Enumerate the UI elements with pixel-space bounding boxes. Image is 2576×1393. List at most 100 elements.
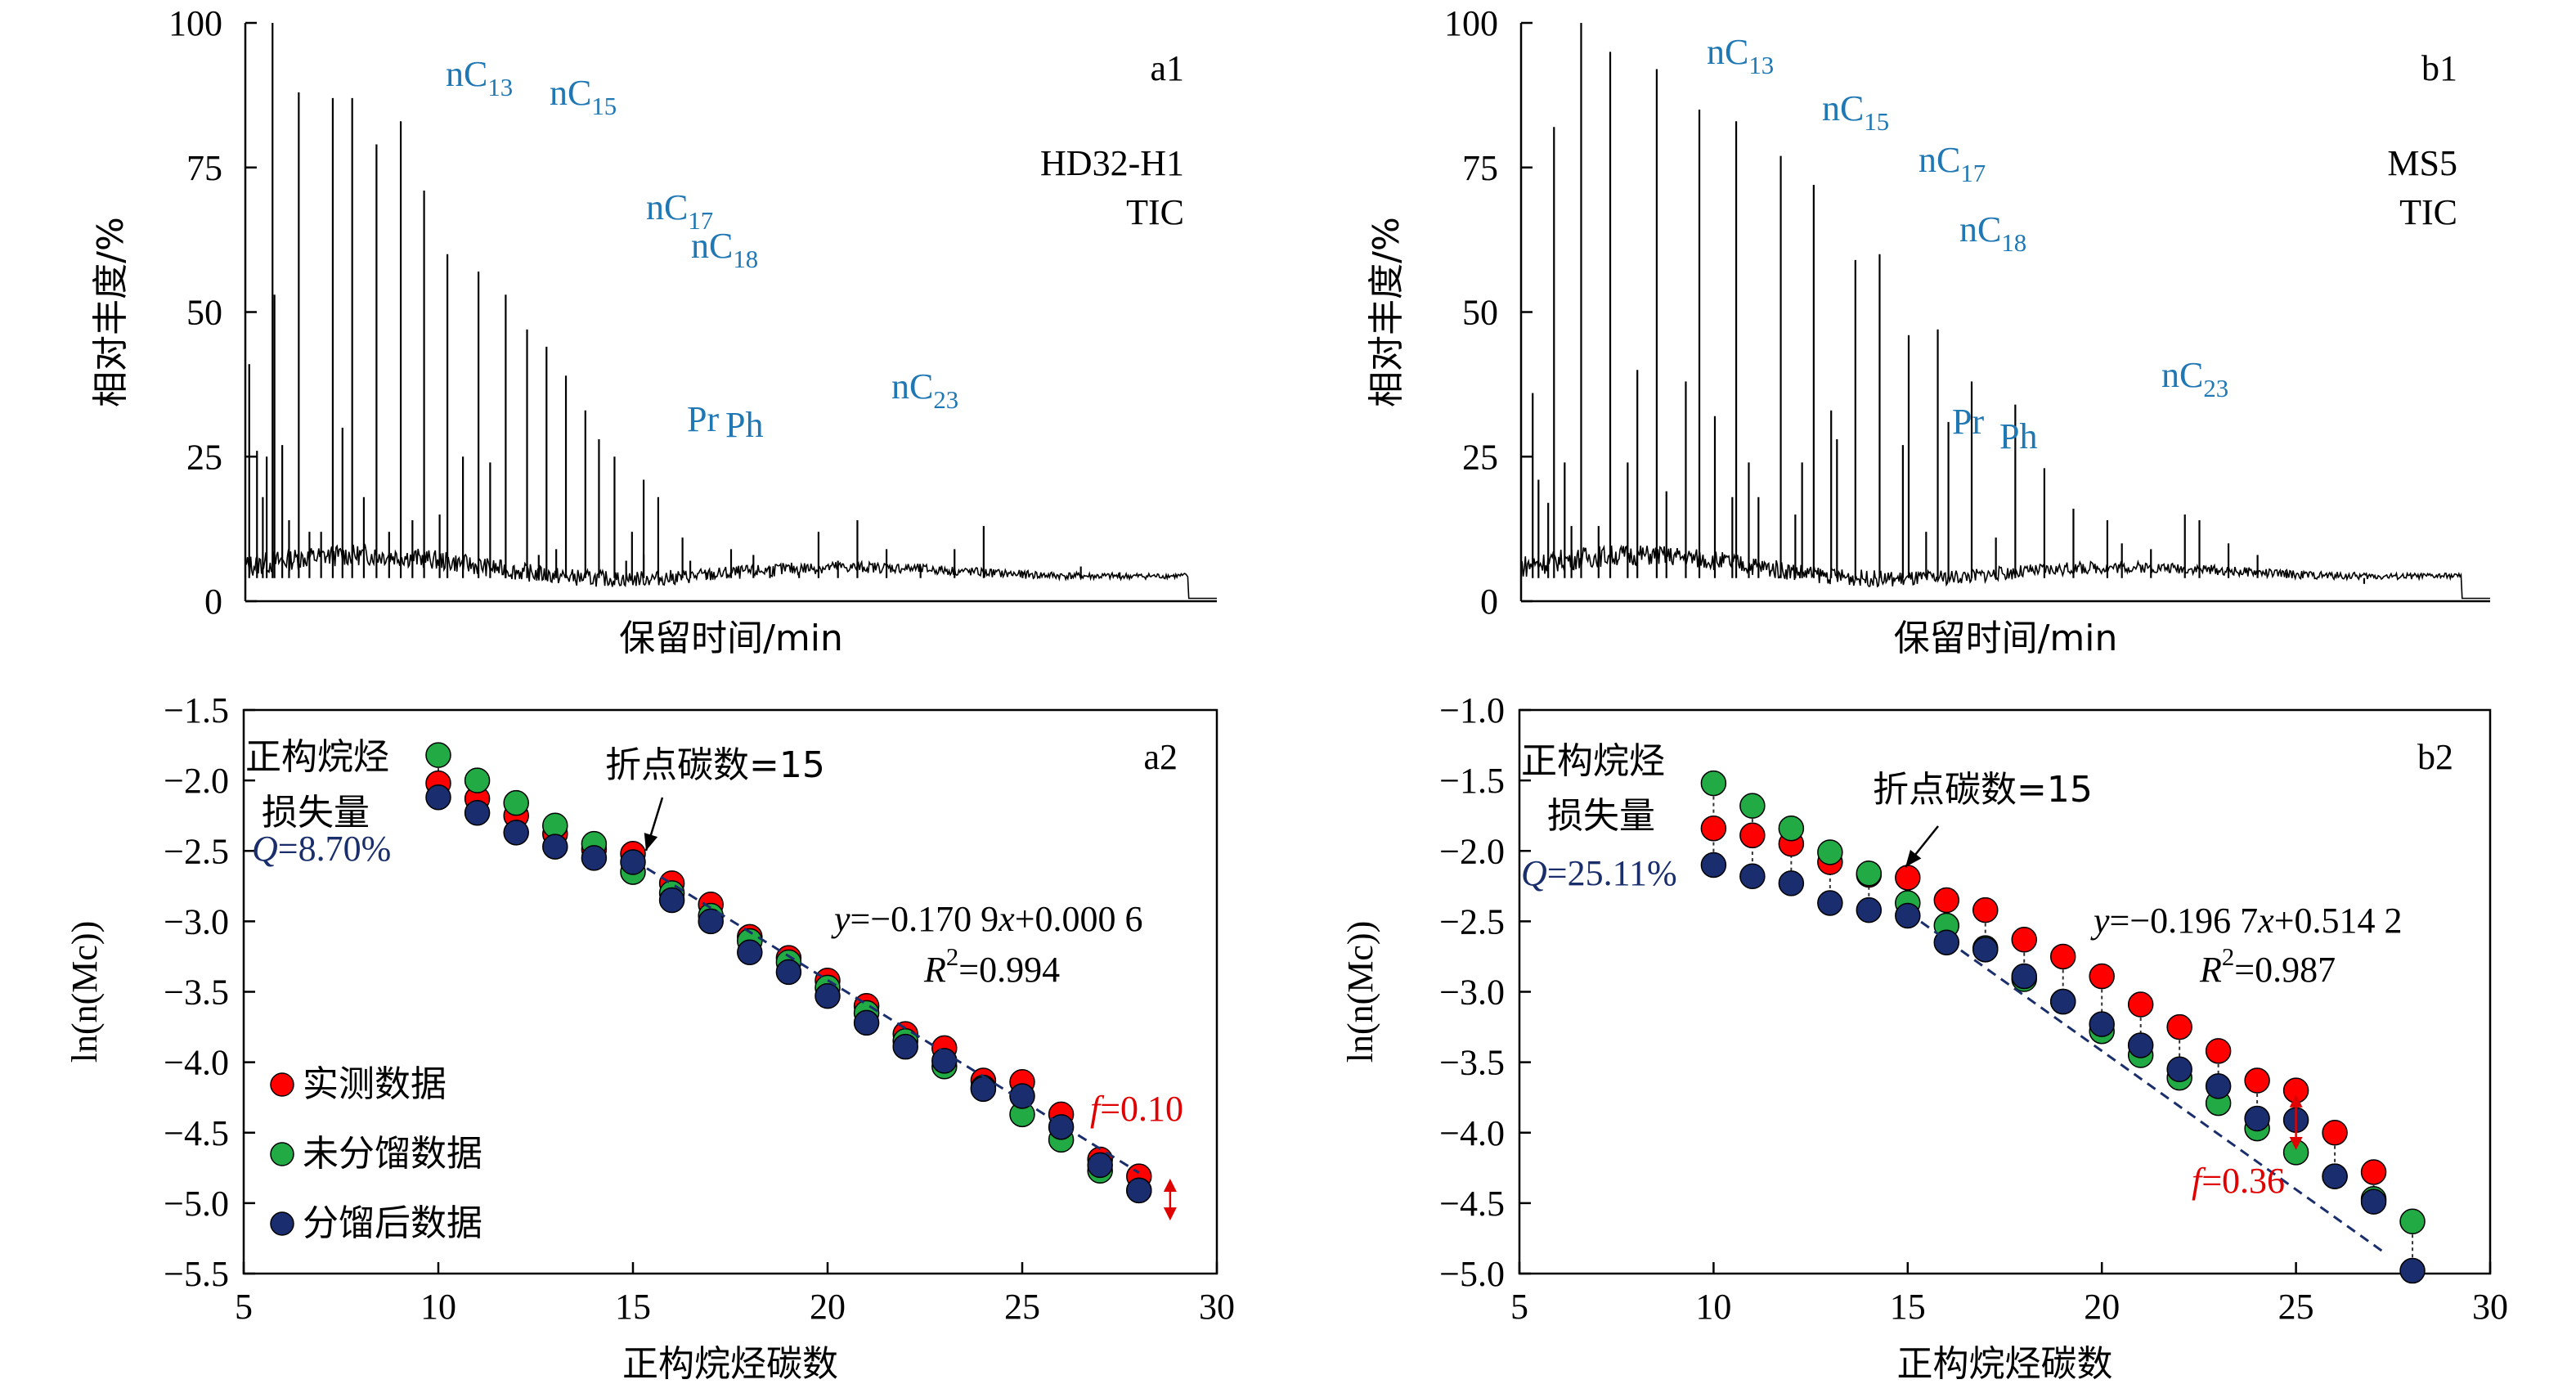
y-tick-label: 75	[186, 148, 222, 188]
sample-name: HD32-H1	[1040, 143, 1184, 183]
y-tick-label: 50	[186, 293, 222, 333]
sample-name: MS5	[2387, 143, 2457, 183]
peak-label-part: nC	[1919, 140, 1960, 180]
x-tick-label: 10	[420, 1287, 456, 1327]
peak-label: nC13​	[446, 54, 513, 101]
loss-q-value-part: =25.11%	[1547, 853, 1677, 893]
fractionated-point	[2360, 1189, 2387, 1215]
fractionated-point	[2011, 963, 2037, 990]
peak-label: nC13​	[1707, 32, 1774, 79]
y-axis-label: 相对丰度/%	[1366, 217, 1407, 407]
peak-label-part: 15	[591, 92, 617, 120]
x-tick-label: 10	[1695, 1287, 1731, 1327]
y-tick-label: −2.0	[1439, 831, 1505, 871]
tic-panel-b1: 0 25 50 75 100 b1 MS5 TIC 保留时间/min 相对丰度/%	[1366, 3, 2490, 659]
breakpoint-label: 折点碳数=15	[605, 744, 825, 786]
fractionated-point	[1700, 852, 1727, 878]
y-tick-label: −4.5	[1439, 1184, 1505, 1224]
f-value: f=0.10	[1090, 1089, 1183, 1129]
peak-label: Pr	[1952, 402, 1984, 442]
peak-label-part: 17	[688, 207, 713, 235]
fractionated-point	[503, 820, 529, 846]
scatter-panel-a2: 5 10 15 20 25 30 −1.5 −2.0 −2.5 −3.0 −3.5 −4.0 −4.5 −…	[65, 690, 1235, 1385]
measured-point	[1739, 822, 1766, 849]
legend-label-unfractionated: 未分馏数据	[303, 1133, 482, 1175]
f-arrow-head-top	[1163, 1179, 1177, 1193]
unfractionated-point	[2399, 1208, 2426, 1235]
peak-label-part: 17	[1960, 160, 1986, 187]
f-arrow-head-bottom	[2289, 1136, 2303, 1150]
measured-point	[2205, 1038, 2232, 1064]
fractionated-point	[1087, 1152, 1113, 1179]
y-tick-label: −1.5	[164, 690, 229, 730]
peak-label-part: 18	[733, 245, 758, 273]
measured-point	[2360, 1159, 2387, 1185]
fit-equation-part: x	[2257, 901, 2274, 941]
fractionated-point	[1972, 937, 1999, 963]
peak-label-part: 18	[2001, 229, 2026, 257]
peak-label: nC17​	[646, 187, 713, 235]
loss-q-value-part: =8.70%	[278, 829, 391, 869]
peak-annotations-b1: nC13​ nC15​ nC17​ nC18​ Pr Ph nC23​	[1707, 32, 2228, 456]
fractionated-point	[775, 959, 802, 986]
fractionated-point	[1778, 870, 1805, 896]
fractionated-point	[892, 1033, 918, 1060]
y-tick-label: −5.0	[1439, 1254, 1505, 1294]
loss-label: 正构烷烃	[245, 736, 389, 778]
y-tick-label: −5.5	[164, 1254, 229, 1294]
y-tick-label: 50	[1462, 293, 1498, 333]
measured-point	[1895, 865, 1921, 891]
peak-label-part: nC	[891, 366, 933, 407]
peak-label: nC18​	[691, 226, 758, 273]
y-tick-label: −3.0	[1439, 973, 1505, 1013]
measured-point	[2049, 943, 2076, 970]
loss-label: 正构烷烃	[1521, 740, 1665, 782]
tic-panel-a1: 0 25 50 75 100 a1 HD32-H1 TIC 保留时间/min 相对丰度/%	[90, 3, 1217, 659]
x-tick-label: 15	[1890, 1287, 1926, 1327]
fit-equation-part: y	[2090, 901, 2110, 941]
peak-label-part: nC	[1959, 209, 2001, 249]
peak-label-part: Pr	[687, 399, 719, 439]
fractionated-point	[620, 849, 646, 875]
peak-label-part: nC	[1707, 32, 1748, 72]
fractionated-point	[658, 887, 685, 914]
y-tick-label: −4.0	[164, 1043, 229, 1083]
fractionated-point	[1739, 863, 1766, 890]
r-squared-part: =0.994	[958, 950, 1060, 990]
legend-label-measured: 实测数据	[303, 1063, 447, 1105]
peak-label-part: Ph	[1999, 416, 2037, 456]
peak-label: Ph	[725, 405, 763, 445]
fractionated-point	[2244, 1105, 2270, 1132]
y-axis-label: 相对丰度/%	[90, 217, 132, 407]
unfractionated-point	[1700, 770, 1727, 797]
peak-label-part: nC	[446, 54, 487, 94]
measured-point	[2089, 963, 2115, 990]
peak-label-part: 13	[487, 74, 513, 101]
legend-label-fractionated: 分馏后数据	[303, 1202, 482, 1244]
fractionated-point	[2089, 1011, 2115, 1037]
fractionated-point	[581, 845, 608, 871]
fractionated-point	[1856, 896, 1883, 923]
x-tick-label: 5	[235, 1287, 253, 1327]
f-value-part: =0.10	[1100, 1089, 1183, 1129]
peak-label: nC17​	[1919, 140, 1986, 187]
fit-equation-part: x	[998, 899, 1015, 939]
r-squared-part: 2	[946, 943, 958, 971]
peak-label-part: Ph	[725, 405, 763, 445]
x-tick-label: 20	[2084, 1287, 2120, 1327]
fit-equation: y=−0.196 7x+0.514 2	[2090, 901, 2403, 941]
legend-swatch-unfractionated	[270, 1142, 294, 1166]
arrow-head	[644, 833, 658, 851]
peak-label: nC23​	[891, 366, 958, 414]
fractionated-point	[1009, 1083, 1035, 1109]
fractionated-point	[542, 834, 568, 860]
peak-label-part: 23	[2203, 375, 2228, 402]
x-tick-label: 30	[2472, 1287, 2508, 1327]
unfractionated-point	[425, 742, 451, 768]
y-tick-label: 0	[1480, 582, 1498, 622]
fractionated-point	[2399, 1257, 2426, 1284]
fit-equation-part: =−0.170 9	[850, 899, 999, 939]
plot-frame	[242, 708, 1218, 1275]
